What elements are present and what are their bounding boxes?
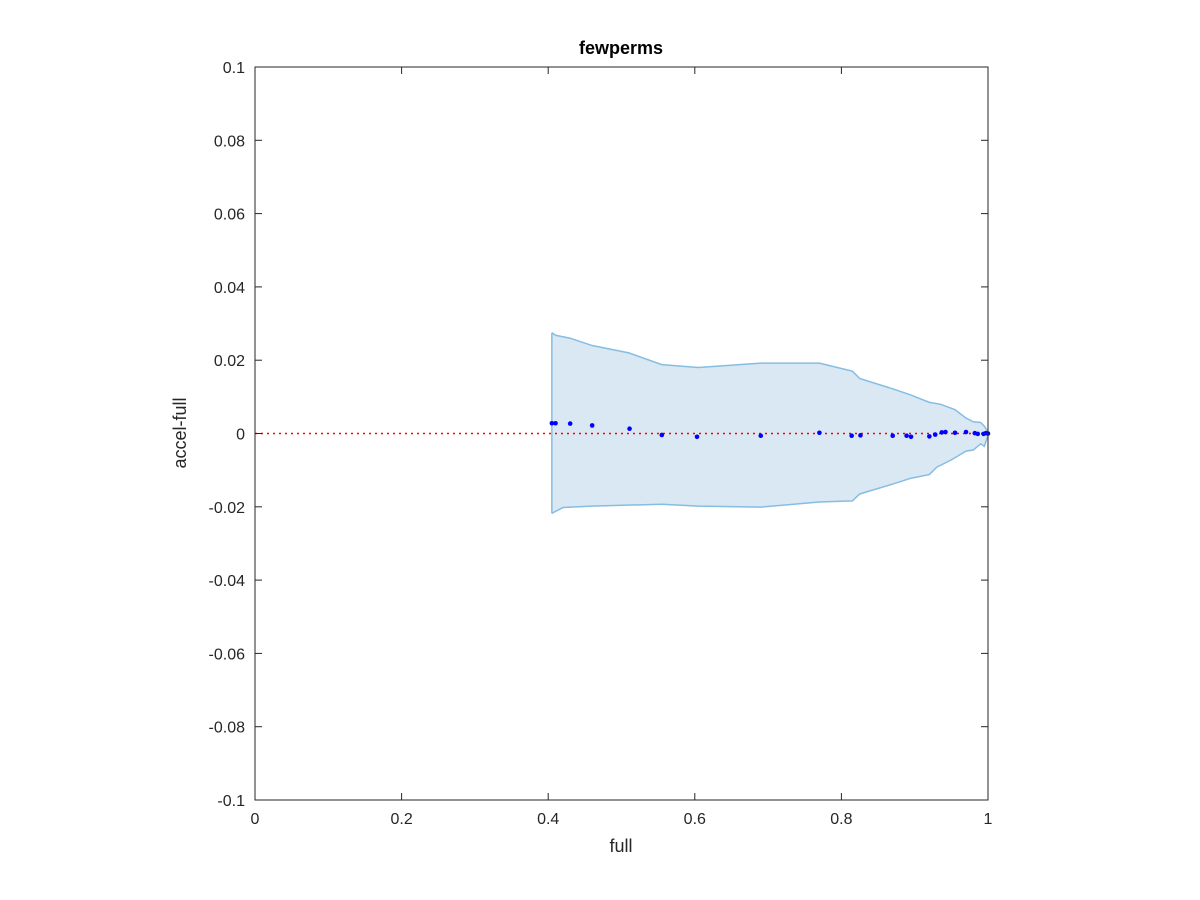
x-tick-label: 0.4 xyxy=(537,811,559,828)
data-point xyxy=(553,420,558,426)
x-axis-label: full xyxy=(609,836,632,856)
y-tick-label: -0.04 xyxy=(209,573,246,590)
data-points xyxy=(549,420,991,440)
data-point xyxy=(904,433,909,438)
x-tick-label: 0.6 xyxy=(684,811,706,828)
band-fill xyxy=(551,332,988,514)
band-upper-edge xyxy=(551,332,989,433)
y-tick-label: 0.08 xyxy=(214,133,245,150)
data-point xyxy=(627,426,632,432)
y-tick-label: 0.06 xyxy=(214,207,245,224)
data-point xyxy=(849,433,854,438)
y-tick-label: 0.02 xyxy=(214,353,245,370)
x-tick-label: 0.2 xyxy=(390,811,412,828)
data-point xyxy=(890,433,896,438)
data-point xyxy=(659,432,665,438)
data-point xyxy=(975,431,981,437)
data-point xyxy=(939,430,945,435)
data-point xyxy=(549,420,555,426)
y-axis-ticks: 0.1 0.08 0.06 0.04 0.02 0 -0.02 -0.04 -0.06 -0.08… xyxy=(209,60,988,810)
data-point xyxy=(589,423,595,428)
x-axis-ticks: 0 0.2 0.4 0.6 0.8 1 xyxy=(251,67,993,828)
band-lower-edge xyxy=(551,435,989,515)
data-point xyxy=(694,434,700,440)
chart-title: fewperms xyxy=(579,38,663,58)
data-point xyxy=(932,432,938,437)
y-tick-label: -0.1 xyxy=(217,793,245,810)
data-point xyxy=(567,421,573,426)
y-tick-label: 0.1 xyxy=(223,60,245,77)
data-point xyxy=(963,429,969,435)
x-tick-label: 1 xyxy=(984,811,993,828)
x-tick-label: 0.8 xyxy=(830,811,852,828)
data-point xyxy=(758,433,764,438)
y-axis-label: accel-full xyxy=(170,397,190,468)
x-tick-label: 0 xyxy=(251,811,260,828)
data-point xyxy=(952,430,958,436)
y-tick-label: -0.08 xyxy=(209,720,246,737)
y-tick-label: 0.04 xyxy=(214,280,245,297)
data-point xyxy=(927,434,932,439)
data-point xyxy=(908,434,914,440)
data-point xyxy=(858,433,863,438)
data-point xyxy=(817,430,822,436)
y-tick-label: -0.02 xyxy=(209,500,246,517)
y-tick-label: 0 xyxy=(236,427,245,444)
y-tick-label: -0.06 xyxy=(209,646,246,663)
data-point xyxy=(943,429,948,435)
